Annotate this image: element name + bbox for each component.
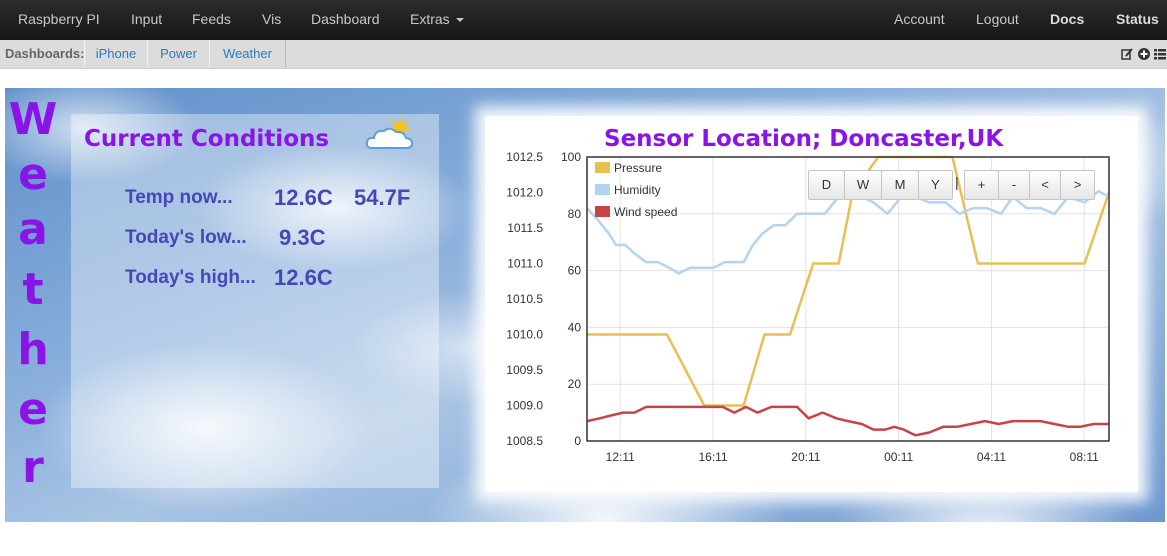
add-icon[interactable] [1138,48,1150,60]
nav-extras[interactable]: Extras [410,0,464,40]
nav-logout[interactable]: Logout [976,11,1019,27]
right-axis-tick-label: 0 [574,434,581,448]
nav-status[interactable]: Status [1116,11,1159,27]
zoom-day-button[interactable]: D [808,170,845,200]
weather-letter: a [18,204,48,255]
nav-input[interactable]: Input [131,11,163,27]
list-icon[interactable] [1154,48,1166,60]
zoom-month-button[interactable]: M [881,170,919,200]
todays-high-value: 12.6C [274,265,333,290]
current-conditions-title: Current Conditions [84,126,330,152]
tab-iphone[interactable]: iPhone [84,40,148,68]
x-axis-tick-label: 12:11 [606,450,635,464]
edit-icon[interactable] [1121,48,1133,60]
series-line-pressure [587,155,1111,407]
right-axis-tick-label: 80 [568,207,582,221]
zoom-week-button[interactable]: W [844,170,882,200]
pan-right-button[interactable]: > [1060,170,1095,200]
dashboards-bar: Dashboards: iPhone Power Weather [0,40,1167,69]
temp-now-label: Temp now... [125,187,233,208]
top-navbar: Raspberry PI Input Feeds Vis Dashboard E… [0,0,1167,40]
left-axis-tick-label: 1011.5 [507,221,543,235]
left-axis-tick-label: 1010.0 [506,328,543,342]
weather-letter: t [22,264,44,315]
left-axis-tick-label: 1009.0 [506,399,543,413]
temp-now-fahrenheit: 54.7F [354,185,411,210]
weather-letter: e [18,149,48,200]
right-axis-tick-label: 100 [561,150,581,164]
nav-docs[interactable]: Docs [1050,11,1085,27]
legend-label: Humidity [614,183,661,197]
legend-swatch [595,184,610,195]
dashboards-label: Dashboards: [5,46,85,61]
weather-letter: h [17,324,49,375]
brand-link[interactable]: Raspberry PI [18,11,100,27]
legend-label: Pressure [614,161,662,175]
todays-low-label: Today's low... [125,227,247,248]
temp-now-celsius: 12.6C [274,185,333,210]
weather-letter: W [8,94,58,145]
sensor-location-title: Sensor Location; Doncaster,UK [604,126,1004,152]
zoom-out-button[interactable]: - [998,170,1030,200]
tab-weather[interactable]: Weather [209,40,286,68]
zoom-year-button[interactable]: Y [918,170,953,200]
x-axis-tick-label: 20:11 [791,450,820,464]
left-axis-tick-label: 1009.5 [506,363,543,377]
weather-letter: r [22,442,44,493]
sensor-chart: 1012.5 1012.0 1011.5 1011.0 1010.5 1010.0 1009… [506,150,1111,464]
series-line-wind-speed [586,405,1109,437]
left-axis-tick-label: 1012.5 [506,150,543,164]
x-axis-tick-label: 08:11 [1070,450,1099,464]
legend-swatch [595,162,610,173]
current-conditions-panel [71,114,439,488]
tab-power[interactable]: Power [147,40,210,68]
pan-left-button[interactable]: < [1029,170,1061,200]
x-axis-tick-label: 00:11 [884,450,913,464]
zoom-separator: | [955,174,959,190]
nav-extras-label: Extras [410,11,450,27]
zoom-in-button[interactable]: + [964,170,999,200]
left-axis-tick-label: 1011.0 [507,257,543,271]
nav-dashboard[interactable]: Dashboard [311,11,380,27]
plot-border [586,156,1110,442]
x-axis-tick-label: 04:11 [977,450,1006,464]
todays-low-value: 9.3C [279,225,326,250]
legend-swatch [595,206,610,217]
weather-letter: e [18,384,48,435]
nav-vis[interactable]: Vis [262,11,282,27]
legend-label: Wind speed [614,205,677,219]
left-axis-tick-label: 1010.5 [506,292,543,306]
nav-account[interactable]: Account [894,11,945,27]
right-axis-tick-label: 40 [568,320,582,334]
x-axis-tick-label: 16:11 [698,450,727,464]
left-axis-tick-label: 1008.5 [506,434,543,448]
nav-feeds[interactable]: Feeds [192,11,231,27]
right-axis-tick-label: 20 [568,377,582,391]
left-axis-tick-label: 1012.0 [506,186,543,200]
right-axis-tick-label: 60 [568,264,582,278]
partly-cloudy-icon [365,117,414,149]
chevron-down-icon [455,18,464,23]
todays-high-label: Today's high... [125,267,256,288]
